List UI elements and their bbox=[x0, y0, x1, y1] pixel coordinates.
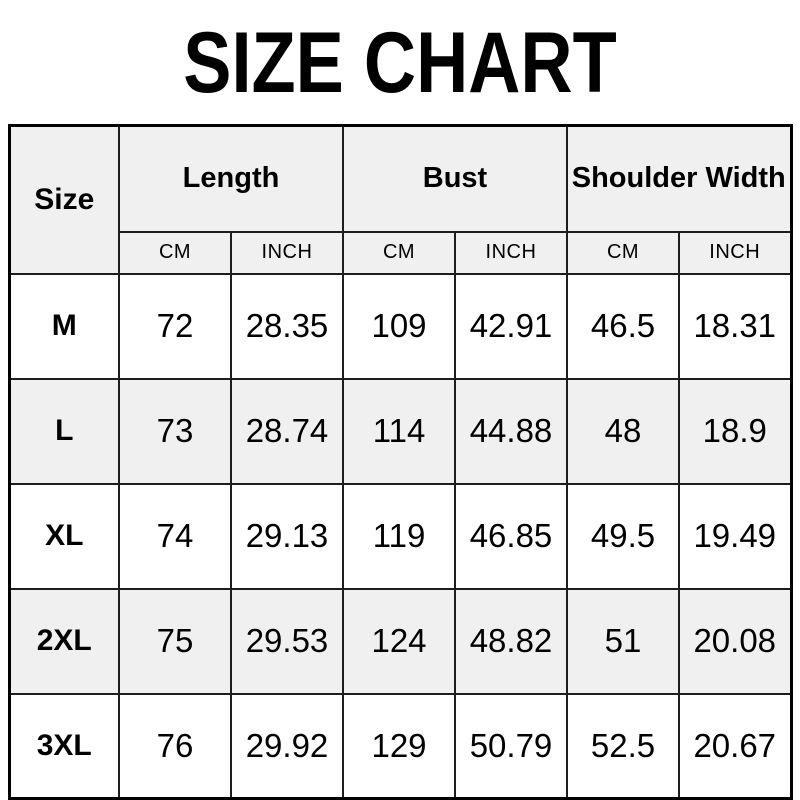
value-cell: 18.9 bbox=[678, 377, 792, 485]
value-cell: 48 bbox=[566, 377, 680, 485]
value-cell: 52.5 bbox=[566, 692, 680, 800]
value-cell: 46.5 bbox=[566, 272, 680, 380]
header-shoulder-width: Shoulder Width bbox=[566, 124, 792, 233]
page-title-area: SIZE CHART bbox=[0, 12, 800, 114]
value-cell: 76 bbox=[118, 692, 232, 800]
unit-length-cm: CM bbox=[118, 230, 232, 275]
table-row: M 72 28.35 109 42.91 46.5 18.31 bbox=[8, 272, 792, 380]
header-group-row: Size Length Bust Shoulder Width bbox=[8, 124, 792, 275]
size-cell: 3XL bbox=[8, 692, 120, 800]
size-cell: L bbox=[8, 377, 120, 485]
size-chart-table: Size Length Bust Shoulder Width CM INCH … bbox=[7, 124, 793, 800]
value-cell: 42.91 bbox=[454, 272, 568, 380]
header-bust: Bust bbox=[342, 124, 568, 233]
unit-bust-inch: INCH bbox=[454, 230, 568, 275]
unit-length-inch: INCH bbox=[230, 230, 344, 275]
unit-bust-cm: CM bbox=[342, 230, 456, 275]
value-cell: 129 bbox=[342, 692, 456, 800]
value-cell: 75 bbox=[118, 587, 232, 695]
value-cell: 50.79 bbox=[454, 692, 568, 800]
size-cell: 2XL bbox=[8, 587, 120, 695]
table-row: 2XL 75 29.53 124 48.82 51 20.08 bbox=[8, 587, 792, 695]
table-row: L 73 28.74 114 44.88 48 18.9 bbox=[8, 377, 792, 485]
value-cell: 20.08 bbox=[678, 587, 792, 695]
value-cell: 44.88 bbox=[454, 377, 568, 485]
value-cell: 19.49 bbox=[678, 482, 792, 590]
header-length: Length bbox=[118, 124, 344, 233]
value-cell: 51 bbox=[566, 587, 680, 695]
value-cell: 29.13 bbox=[230, 482, 344, 590]
unit-shoulder-inch: INCH bbox=[678, 230, 792, 275]
table-body: M 72 28.35 109 42.91 46.5 18.31 L 73 28.74 114 44.8… bbox=[8, 272, 792, 800]
value-cell: 114 bbox=[342, 377, 456, 485]
value-cell: 49.5 bbox=[566, 482, 680, 590]
unit-shoulder-cm: CM bbox=[566, 230, 680, 275]
value-cell: 124 bbox=[342, 587, 456, 695]
value-cell: 48.82 bbox=[454, 587, 568, 695]
value-cell: 72 bbox=[118, 272, 232, 380]
header-size: Size bbox=[8, 124, 120, 275]
value-cell: 29.92 bbox=[230, 692, 344, 800]
value-cell: 109 bbox=[342, 272, 456, 380]
value-cell: 46.85 bbox=[454, 482, 568, 590]
table-row: 3XL 76 29.92 129 50.79 52.5 20.67 bbox=[8, 692, 792, 800]
value-cell: 28.74 bbox=[230, 377, 344, 485]
header-unit-row: CM INCH CM INCH CM INCH bbox=[9, 230, 792, 275]
value-cell: 74 bbox=[118, 482, 232, 590]
value-cell: 28.35 bbox=[230, 272, 344, 380]
table-row: XL 74 29.13 119 46.85 49.5 19.49 bbox=[8, 482, 792, 590]
value-cell: 119 bbox=[342, 482, 456, 590]
value-cell: 73 bbox=[118, 377, 232, 485]
value-cell: 29.53 bbox=[230, 587, 344, 695]
size-cell: M bbox=[8, 272, 120, 380]
value-cell: 20.67 bbox=[678, 692, 792, 800]
page-title: SIZE CHART bbox=[183, 14, 617, 111]
size-cell: XL bbox=[8, 482, 120, 590]
table-header: Size Length Bust Shoulder Width CM INCH … bbox=[8, 124, 792, 275]
value-cell: 18.31 bbox=[678, 272, 792, 380]
